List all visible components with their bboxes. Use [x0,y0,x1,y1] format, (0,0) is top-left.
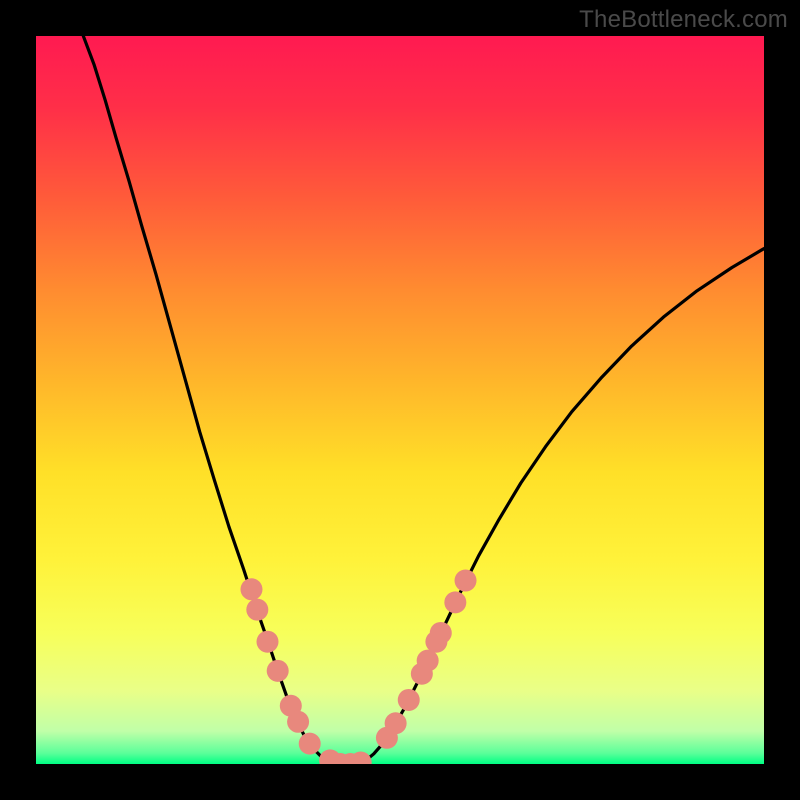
marker-point [267,660,289,682]
marker-point [430,622,452,644]
marker-point [299,733,321,755]
marker-point [385,712,407,734]
marker-point [455,570,477,592]
watermark-text: TheBottleneck.com [579,6,788,34]
marker-point [257,631,279,653]
marker-point [398,689,420,711]
plot-svg [36,36,764,764]
marker-point [240,578,262,600]
chart-frame: TheBottleneck.com [0,0,800,800]
marker-point [417,650,439,672]
marker-point [246,599,268,621]
plot-background [36,36,764,764]
marker-point [444,591,466,613]
marker-point [287,711,309,733]
